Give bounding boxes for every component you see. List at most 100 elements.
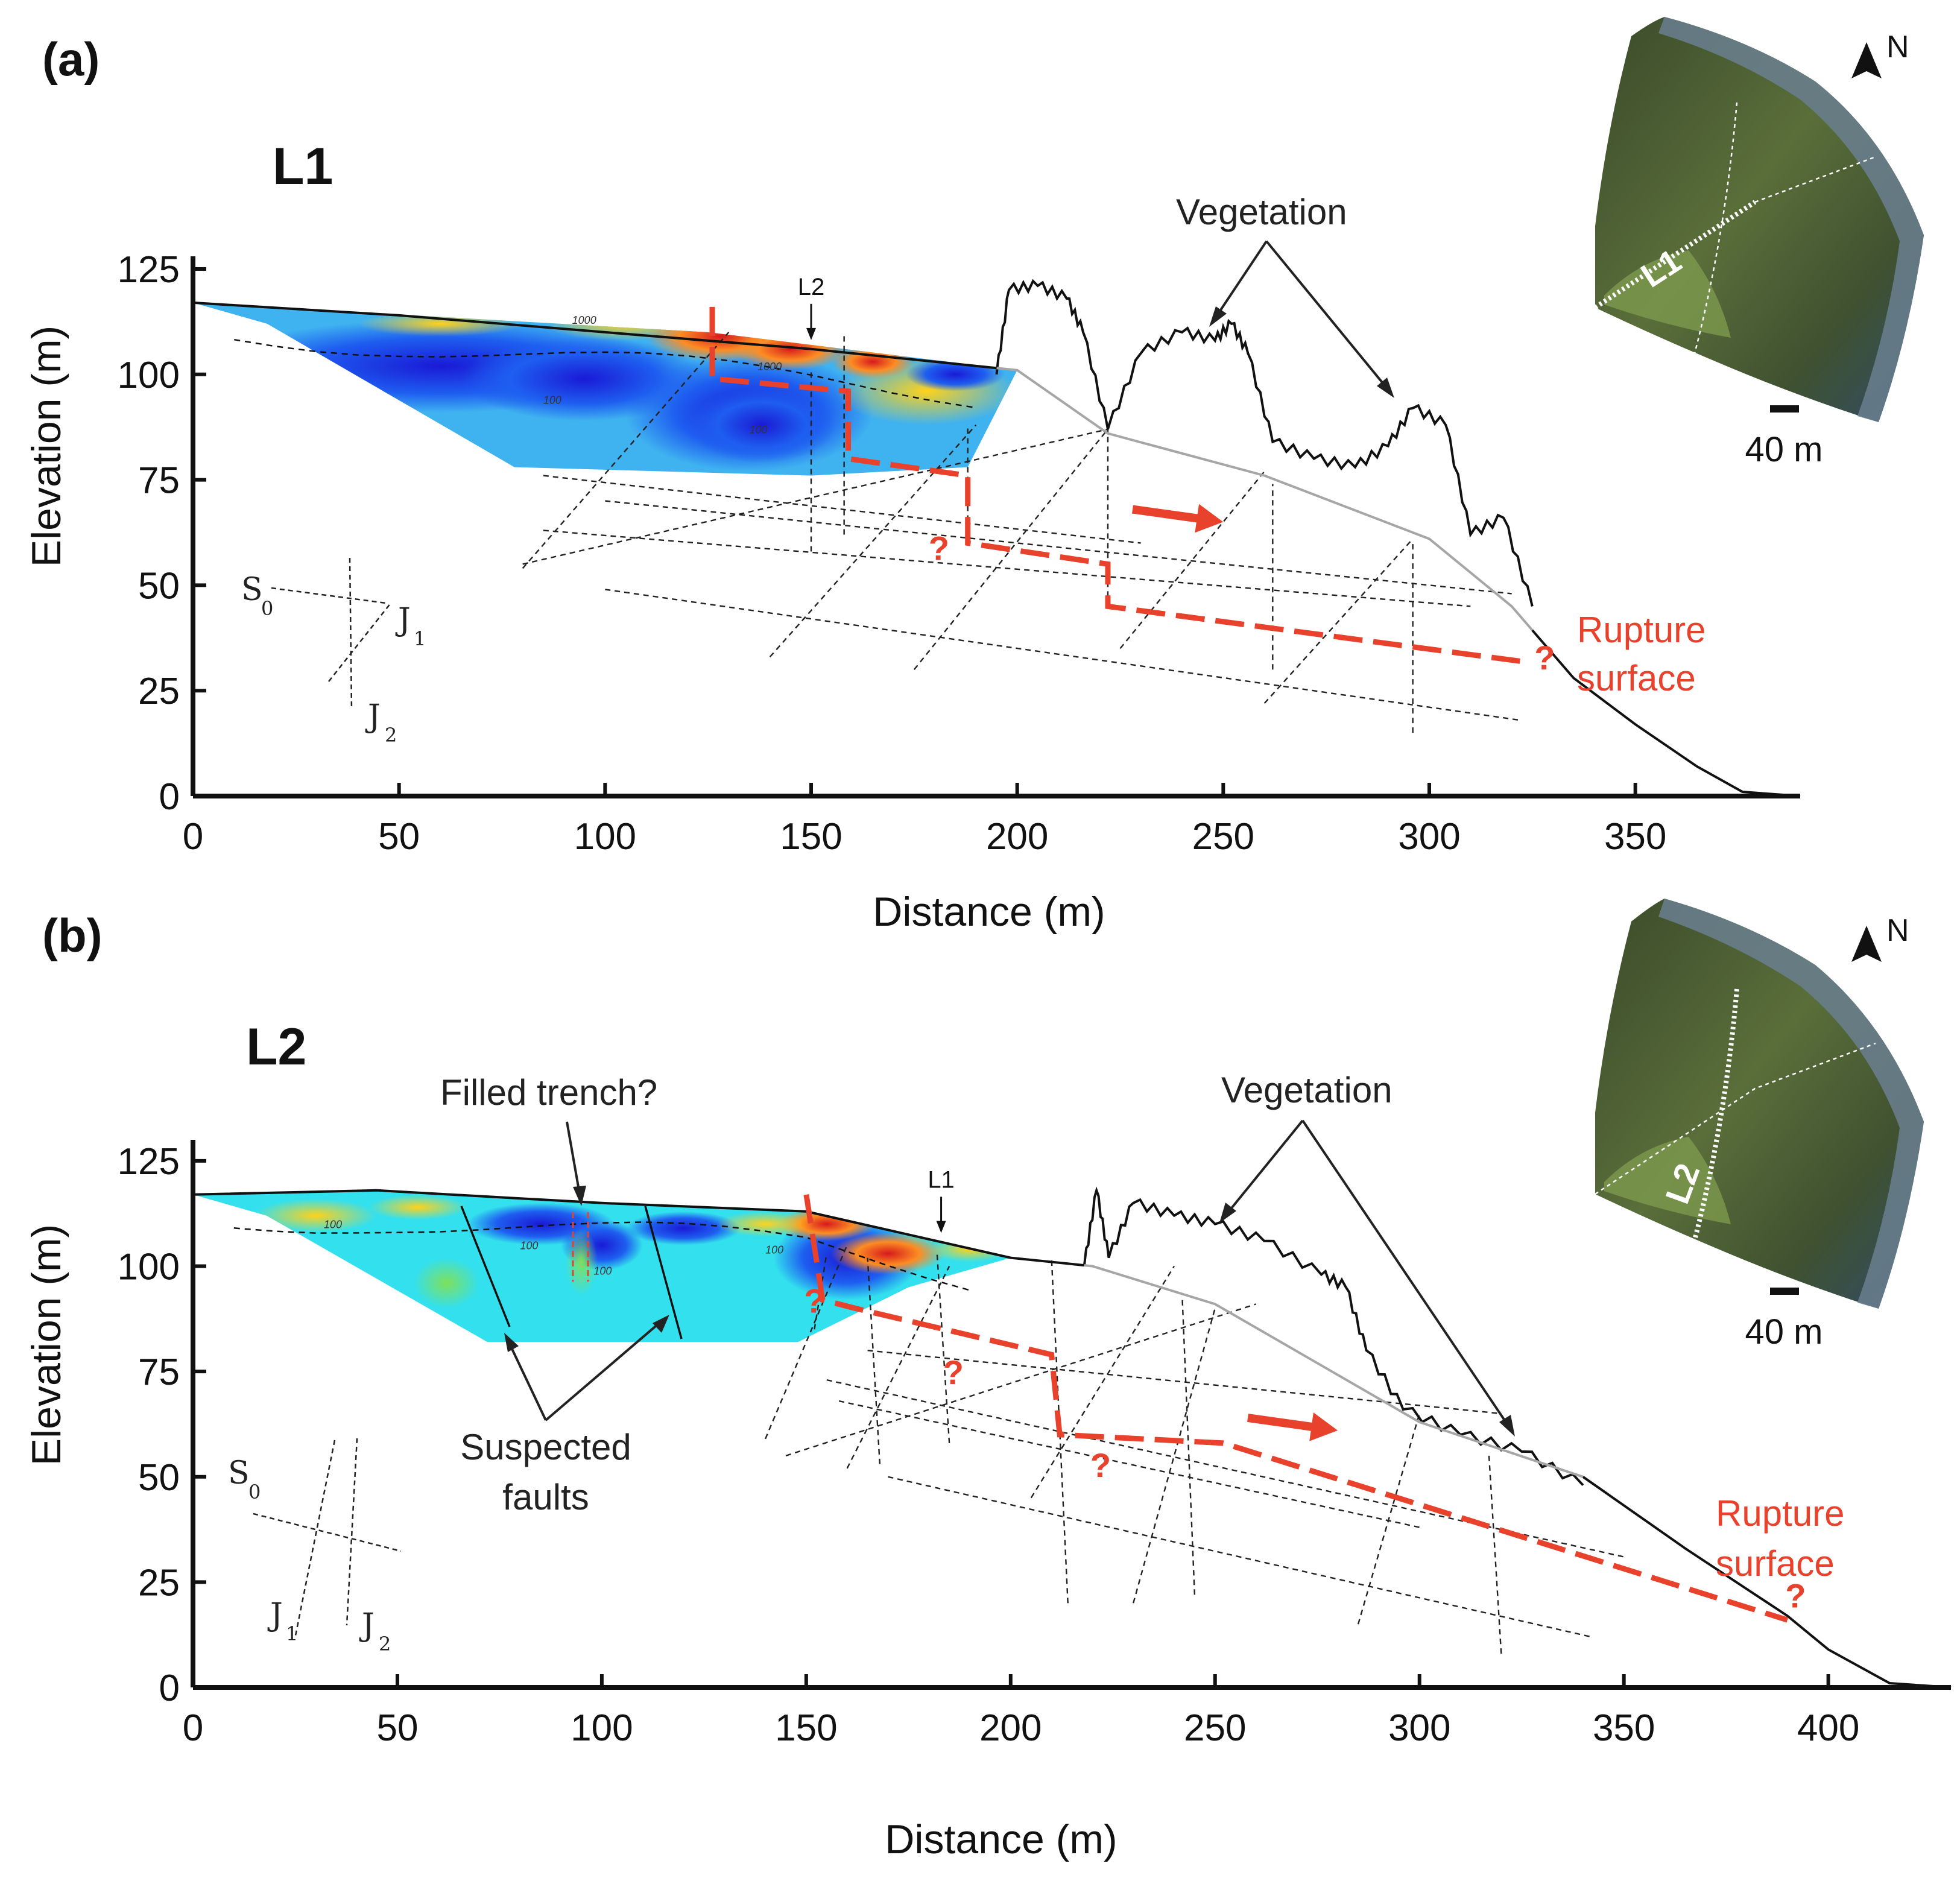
ground-profile-line — [192, 301, 1801, 797]
joint-line — [522, 428, 1108, 565]
contour-label: 1000 — [572, 314, 596, 326]
ert-contour-labels: 1000 1000 100 100 — [543, 314, 782, 436]
filled-trench-marker — [572, 1212, 589, 1282]
movement-arrow — [1247, 1412, 1338, 1441]
legend-s0-sub: 0 — [248, 1481, 261, 1503]
x-tick-label: 50 — [378, 816, 420, 858]
legend-j2-sub: 2 — [379, 1633, 391, 1655]
suspected-faults-label-line2: faults — [502, 1477, 589, 1517]
north-label: N — [1886, 30, 1909, 65]
profile-title-l1: L1 — [273, 138, 333, 195]
contour-label: 1000 — [757, 361, 782, 373]
joint-line — [1357, 1413, 1420, 1625]
x-axis-title: Distance (m) — [873, 889, 1105, 935]
vegetation-pointer-right — [1265, 240, 1391, 393]
legend-s0-label: S — [228, 1455, 250, 1491]
x-tick-label: 300 — [1388, 1707, 1450, 1749]
suspected-fault-1 — [460, 1206, 511, 1327]
rupture-surface-line — [803, 1194, 1789, 1623]
joint-line — [769, 424, 977, 658]
joint-line — [913, 428, 1108, 670]
question-mark: ? — [1785, 1576, 1806, 1614]
ert-anomaly — [368, 1194, 467, 1220]
x-tick-label: 350 — [1604, 816, 1666, 858]
structural-legend-l2: S 0 J 1 J 2 — [228, 1438, 402, 1655]
ert-anomaly — [254, 1198, 378, 1233]
profile-title-l2: L2 — [246, 1018, 306, 1076]
ert-anomaly — [733, 327, 849, 370]
x-tick-label: 50 — [376, 1707, 418, 1749]
crossing-label: L1 — [928, 1166, 955, 1193]
legend-j2-line — [346, 1438, 358, 1626]
structural-legend-l1: S 0 J 1 J 2 — [241, 557, 426, 747]
joint-line — [1133, 1308, 1216, 1604]
scale-bar — [1770, 405, 1799, 413]
orthophoto-field — [1604, 1137, 1731, 1224]
legend-j1-line — [328, 602, 391, 682]
ground-profile-line — [192, 1189, 1952, 1689]
crossing-marker-l1: L1 — [928, 1166, 955, 1233]
question-mark: ? — [929, 529, 949, 567]
north-label: N — [1886, 913, 1909, 948]
x-tick-label: 300 — [1398, 816, 1460, 858]
suspected-faults-pointer-right — [545, 1318, 665, 1421]
movement-arrow — [1132, 504, 1224, 533]
contour-label: 100 — [750, 424, 768, 436]
ground-under-vegetation-line — [1084, 1264, 1584, 1478]
suspected-faults-pointer-right-head — [653, 1315, 669, 1333]
joint-line — [543, 530, 1471, 607]
x-tick-label: 250 — [1192, 816, 1254, 858]
y-tick-label: 75 — [138, 1351, 180, 1393]
rupture-question-marks: ???? — [804, 1282, 1806, 1614]
vegetation-pointer-right — [1301, 1119, 1512, 1431]
suspected-faults-pointer-left-head — [504, 1333, 519, 1352]
x-tick-label: 350 — [1593, 1707, 1655, 1749]
ert-anomaly — [564, 1228, 598, 1296]
ground-under-vegetation-line — [996, 367, 1534, 631]
joint-line — [522, 332, 730, 569]
x-tick-label: 400 — [1797, 1707, 1859, 1749]
vegetation-pointer-left-head — [1219, 1203, 1236, 1223]
scale-bar — [1770, 1288, 1799, 1295]
y-axis-title: Elevation (m) — [24, 326, 69, 567]
joint-line — [888, 1476, 1592, 1638]
joint-line — [764, 1245, 848, 1440]
y-tick-label: 125 — [118, 1141, 180, 1183]
y-tick-label: 50 — [138, 565, 180, 607]
ert-anomaly — [830, 1232, 946, 1275]
legend-j1-label: J — [395, 602, 411, 638]
filled-trench-label: Filled trench? — [440, 1072, 657, 1113]
y-tick-label: 25 — [138, 671, 180, 712]
axes-l2: 0 50 100 150 200 250 300 350 400 0 25 50 75 100 125 — [118, 1140, 1951, 1749]
ert-resistivity-section-l1: 1000 1000 100 100 — [193, 302, 1017, 476]
x-tick-label: 250 — [1184, 1707, 1246, 1749]
vegetation-canopy-line — [1083, 1186, 1584, 1487]
y-tick-label: 0 — [159, 776, 180, 818]
inset-l1-line — [1593, 200, 1757, 310]
suspected-fault-2 — [644, 1206, 683, 1339]
filled-trench-pointer-head — [573, 1186, 586, 1206]
legend-j2-label: J — [365, 698, 381, 735]
joint-line — [785, 1303, 1256, 1456]
x-tick-label: 150 — [775, 1707, 837, 1749]
legend-s0-line — [271, 587, 387, 604]
legend-j2-line — [349, 557, 353, 709]
contour-label: 100 — [765, 1244, 783, 1256]
question-mark: ? — [1534, 639, 1555, 677]
suspected-faults-pointer-left — [507, 1339, 547, 1421]
joint-line — [1263, 538, 1414, 704]
y-tick-label: 25 — [138, 1562, 180, 1604]
contour-label: 100 — [520, 1240, 538, 1252]
legend-j2-sub: 2 — [385, 724, 397, 747]
joint-line — [814, 1253, 827, 1330]
rupture-label-line2: surface — [1716, 1543, 1835, 1584]
legend-j1-sub: 1 — [286, 1622, 298, 1645]
joint-line — [1488, 1455, 1502, 1654]
x-tick-label: 200 — [986, 816, 1048, 858]
rupture-question-marks: ?? — [929, 529, 1555, 677]
joint-line — [826, 1379, 1624, 1558]
scale-label: 40 m — [1745, 1312, 1823, 1351]
